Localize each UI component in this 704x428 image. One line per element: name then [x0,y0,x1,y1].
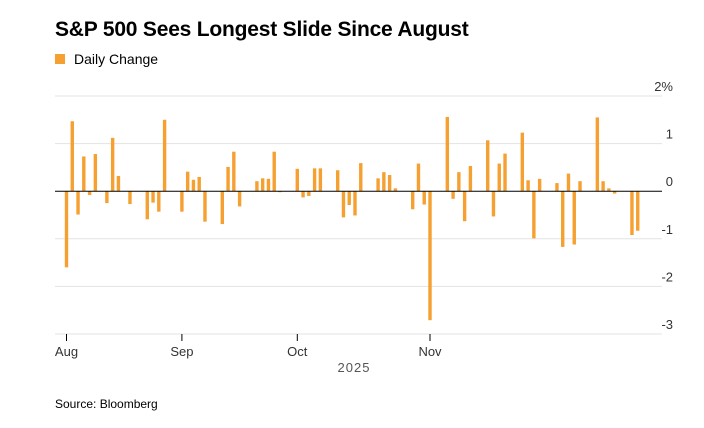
bar-series [64,116,640,321]
bar [64,191,69,268]
bar [497,163,501,192]
bar [191,179,196,192]
bar [411,191,415,210]
bar [76,191,80,215]
bar [353,191,357,216]
chart-title: S&P 500 Sees Longest Slide Since August [55,18,469,41]
bar [382,172,386,192]
bar [70,121,74,192]
source-note: Source: Bloomberg [55,397,158,411]
bar [520,132,525,192]
bar [630,191,634,235]
bar [266,178,271,192]
bar [445,116,450,192]
bar [572,191,576,245]
bar [537,178,542,192]
legend-label: Daily Change [74,51,159,67]
bar [491,191,496,217]
bar [347,191,351,206]
bar [232,151,236,192]
bar [457,172,461,192]
bar [566,173,571,192]
bar [151,191,155,203]
bar [180,191,184,212]
x-tick-label: Aug [55,344,78,359]
bar [318,168,323,192]
bar [87,191,92,196]
bar [203,191,207,222]
bar [486,140,490,192]
bar [162,119,167,192]
bar [526,180,530,192]
bar [260,178,265,192]
bar [237,191,242,207]
bar [416,163,421,192]
x-axis: Aug Sep Oct Nov [55,334,442,359]
bar [157,191,161,212]
x-tick-label: Sep [170,344,193,359]
grid-lines [55,95,662,335]
bar [393,188,398,192]
bar [226,166,230,192]
bar [341,191,346,218]
bar [387,175,392,192]
bar [105,191,109,204]
bar [272,151,276,192]
bar [255,181,259,192]
bar [312,168,317,192]
y-tick-label: 1 [666,127,673,142]
y-tick-label: 2% [654,79,673,94]
y-tick-label: -3 [661,317,673,332]
bar [422,191,426,205]
bar [220,191,224,225]
bar [116,175,121,192]
bar [601,181,605,192]
bar [532,191,536,239]
y-tick-label: -1 [661,222,673,237]
bar [307,191,311,196]
x-tick-label: Nov [418,344,442,359]
bar [376,178,380,192]
bar [503,153,507,192]
bar [468,165,473,192]
bar [128,191,132,205]
y-tick-label: 0 [666,174,673,189]
bar [612,191,617,194]
bar [295,168,299,192]
bar [451,191,455,199]
bar-chart: 2% 1 0 -1 -2 -3 Aug Sep Oct Nov 2025 [55,79,674,375]
bar [636,191,640,231]
y-tick-label: -2 [661,269,673,284]
bar [93,154,98,192]
bar [110,137,115,192]
bar [462,191,467,222]
bar [561,191,565,247]
bar [359,163,363,192]
x-axis-year-label: 2025 [338,360,371,375]
bar [578,181,582,192]
bar [607,188,611,192]
y-axis: 2% 1 0 -1 -2 -3 [654,79,673,332]
bar [82,156,86,192]
bar [428,191,432,321]
x-tick-label: Oct [287,344,308,359]
legend-swatch [55,54,65,64]
bar [555,183,559,192]
legend: Daily Change [55,51,158,67]
bar [145,191,149,220]
bar [595,117,600,192]
bar [185,171,190,192]
bar [335,170,340,192]
bar [197,176,201,192]
bar [301,191,305,198]
